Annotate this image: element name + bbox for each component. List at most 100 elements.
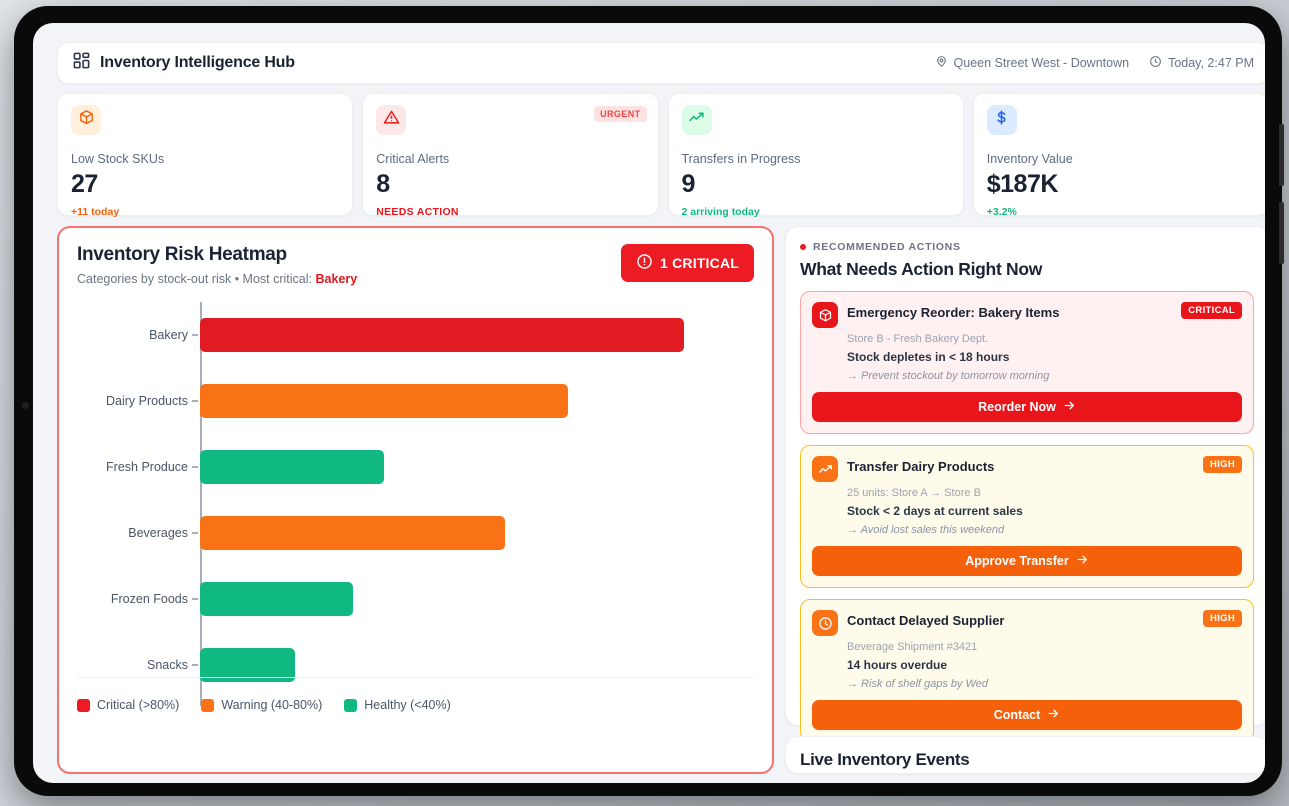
package-icon — [812, 302, 838, 328]
chart-bar-row: Beverages — [77, 516, 754, 550]
chart-category-label: Dairy Products — [106, 394, 188, 408]
chart-y-axis — [200, 302, 202, 706]
kpi-icon-wrap — [986, 105, 1017, 135]
chart-axis-tick — [192, 466, 198, 468]
kpi-delta: +3.2% — [986, 206, 1017, 218]
chart-axis-tick — [192, 664, 198, 666]
kpi-icon-wrap — [681, 105, 712, 135]
chart-title: Inventory Risk Heatmap — [77, 244, 287, 265]
action-card-header: Contact Delayed Supplier HIGH — [812, 610, 1242, 636]
chart-category-label: Bakery — [149, 328, 188, 342]
kpi-label: Inventory Value — [986, 152, 1073, 166]
action-card-header: Emergency Reorder: Bakery Items CRITICAL — [812, 302, 1242, 328]
clock-icon — [812, 610, 838, 636]
action-title: Emergency Reorder: Bakery Items — [847, 305, 1060, 320]
action-cta-label: Reorder Now — [978, 400, 1056, 414]
chart-bar[interactable] — [199, 318, 684, 352]
kpi-value: 8 — [376, 170, 390, 198]
device-screen: Inventory Intelligence Hub Queen Street … — [33, 23, 1265, 783]
chart-bar[interactable] — [199, 516, 505, 550]
action-card[interactable]: Emergency Reorder: Bakery Items CRITICAL S… — [800, 291, 1254, 434]
hardware-button-volume-down[interactable] — [1279, 202, 1284, 264]
action-card-body: 25 units: Store A → Store B Stock < 2 day… — [847, 487, 1242, 536]
actions-eyebrow: RECOMMENDED ACTIONS — [800, 241, 1254, 253]
actions-title: What Needs Action Right Now — [800, 259, 1043, 279]
chart-bar[interactable] — [199, 450, 384, 484]
chart-bar-row: Snacks — [77, 648, 754, 682]
action-cta-button[interactable]: Reorder Now — [812, 392, 1242, 422]
package-alert-icon — [78, 109, 95, 131]
kpi-value: 27 — [71, 170, 98, 198]
critical-count-label: 1 CRITICAL — [660, 255, 739, 271]
chart-axis-tick — [192, 598, 198, 600]
action-card-body: Beverage Shipment #3421 14 hours overdue →… — [847, 641, 1242, 690]
dollar-icon — [993, 109, 1010, 131]
kpi-value: 9 — [681, 170, 696, 198]
action-cta-button[interactable]: Contact — [812, 700, 1242, 730]
action-subtitle: Store B - Fresh Bakery Dept. — [847, 333, 989, 345]
chart-category-label: Beverages — [128, 526, 188, 540]
chart-bar-row: Bakery — [77, 318, 754, 352]
grid-icon — [72, 51, 91, 75]
chart-bar-row: Fresh Produce — [77, 450, 754, 484]
chart-bar-rows: Bakery Dairy Products Fresh Produce Beverag… — [77, 302, 754, 706]
action-card[interactable]: Transfer Dairy Products HIGH 25 units: Sto… — [800, 445, 1254, 588]
inventory-dashboard-app: Inventory Intelligence Hub Queen Street … — [57, 42, 1265, 783]
legend-label: Warning (40-80%) — [221, 698, 323, 712]
chart-legend: Critical (>80%) Warning (40-80%) Healthy (… — [77, 688, 451, 712]
chart-category-label: Frozen Foods — [110, 592, 188, 606]
clock-icon — [1149, 55, 1162, 71]
action-cta-button[interactable]: Approve Transfer — [812, 546, 1242, 576]
chart-header: Inventory Risk Heatmap Categories by sto… — [77, 244, 754, 286]
legend-swatch — [77, 698, 90, 712]
kpi-card-row: Low Stock SKUs 27 +11 today URGENT Criti… — [57, 93, 1265, 218]
alert-circle-icon — [636, 253, 653, 273]
arrow-right-icon — [1047, 707, 1060, 723]
chart-legend-item[interactable]: Healthy (<40%) — [344, 698, 451, 712]
chart-legend-item[interactable]: Warning (40-80%) — [201, 698, 322, 712]
chart-bar[interactable] — [199, 384, 568, 418]
chart-subtitle-highlight: Bakery — [315, 272, 358, 286]
warning-triangle-icon — [383, 109, 400, 131]
kpi-card-critical-alerts[interactable]: URGENT Critical Alerts 8 NEEDS ACTION — [362, 93, 659, 218]
chart-subtitle-text: Categories by stock-out risk • Most crit… — [77, 272, 316, 286]
current-time-label: Today, 2:47 PM — [1168, 56, 1254, 70]
status-dot-icon — [800, 244, 806, 250]
action-rationale: → Risk of shelf gaps by Wed — [847, 678, 989, 690]
kpi-label: Critical Alerts — [376, 152, 450, 166]
trending-up-icon — [812, 456, 838, 482]
legend-label: Healthy (<40%) — [364, 698, 451, 712]
kpi-card-inventory-value[interactable]: Inventory Value $187K +3.2% — [972, 93, 1265, 218]
priority-badge: HIGH — [1203, 610, 1242, 627]
kpi-card-transfers-in-progress[interactable]: Transfers in Progress 9 2 arriving today — [667, 93, 964, 218]
chart-subtitle: Categories by stock-out risk • Most crit… — [77, 272, 357, 286]
kpi-icon-wrap — [376, 105, 407, 135]
location-pin-icon — [935, 55, 948, 71]
chart-axis-tick — [192, 334, 198, 336]
status-badge-urgent: URGENT — [594, 106, 647, 122]
kpi-card-low-stock-skus[interactable]: Low Stock SKUs 27 +11 today — [57, 93, 354, 218]
actions-eyebrow-label: RECOMMENDED ACTIONS — [813, 241, 961, 253]
hardware-button-volume-up[interactable] — [1279, 124, 1284, 186]
store-location[interactable]: Queen Street West - Downtown — [935, 55, 1129, 71]
action-cta-label: Approve Transfer — [965, 554, 1069, 568]
kpi-label: Transfers in Progress — [681, 152, 801, 166]
chart-category-label: Fresh Produce — [106, 460, 188, 474]
app-header: Inventory Intelligence Hub Queen Street … — [57, 42, 1265, 84]
kpi-delta: 2 arriving today — [681, 206, 760, 218]
bar-chart: Bakery Dairy Products Fresh Produce Beverag… — [77, 302, 754, 712]
arrow-right-icon — [1076, 553, 1089, 569]
chart-bar[interactable] — [199, 648, 295, 682]
kpi-value: $187K — [986, 170, 1059, 198]
kpi-delta: NEEDS ACTION — [376, 206, 459, 218]
chart-bar-row: Frozen Foods — [77, 582, 754, 616]
chart-legend-item[interactable]: Critical (>80%) — [77, 698, 179, 712]
chart-axis-tick — [192, 532, 198, 534]
chart-bar[interactable] — [199, 582, 353, 616]
priority-badge: HIGH — [1203, 456, 1242, 473]
action-card[interactable]: Contact Delayed Supplier HIGH Beverage Shi… — [800, 599, 1254, 742]
arrow-right-icon — [1063, 399, 1076, 415]
action-impact: Stock depletes in < 18 hours — [847, 350, 1010, 364]
front-camera — [22, 402, 29, 409]
critical-count-badge[interactable]: 1 CRITICAL — [621, 244, 754, 282]
